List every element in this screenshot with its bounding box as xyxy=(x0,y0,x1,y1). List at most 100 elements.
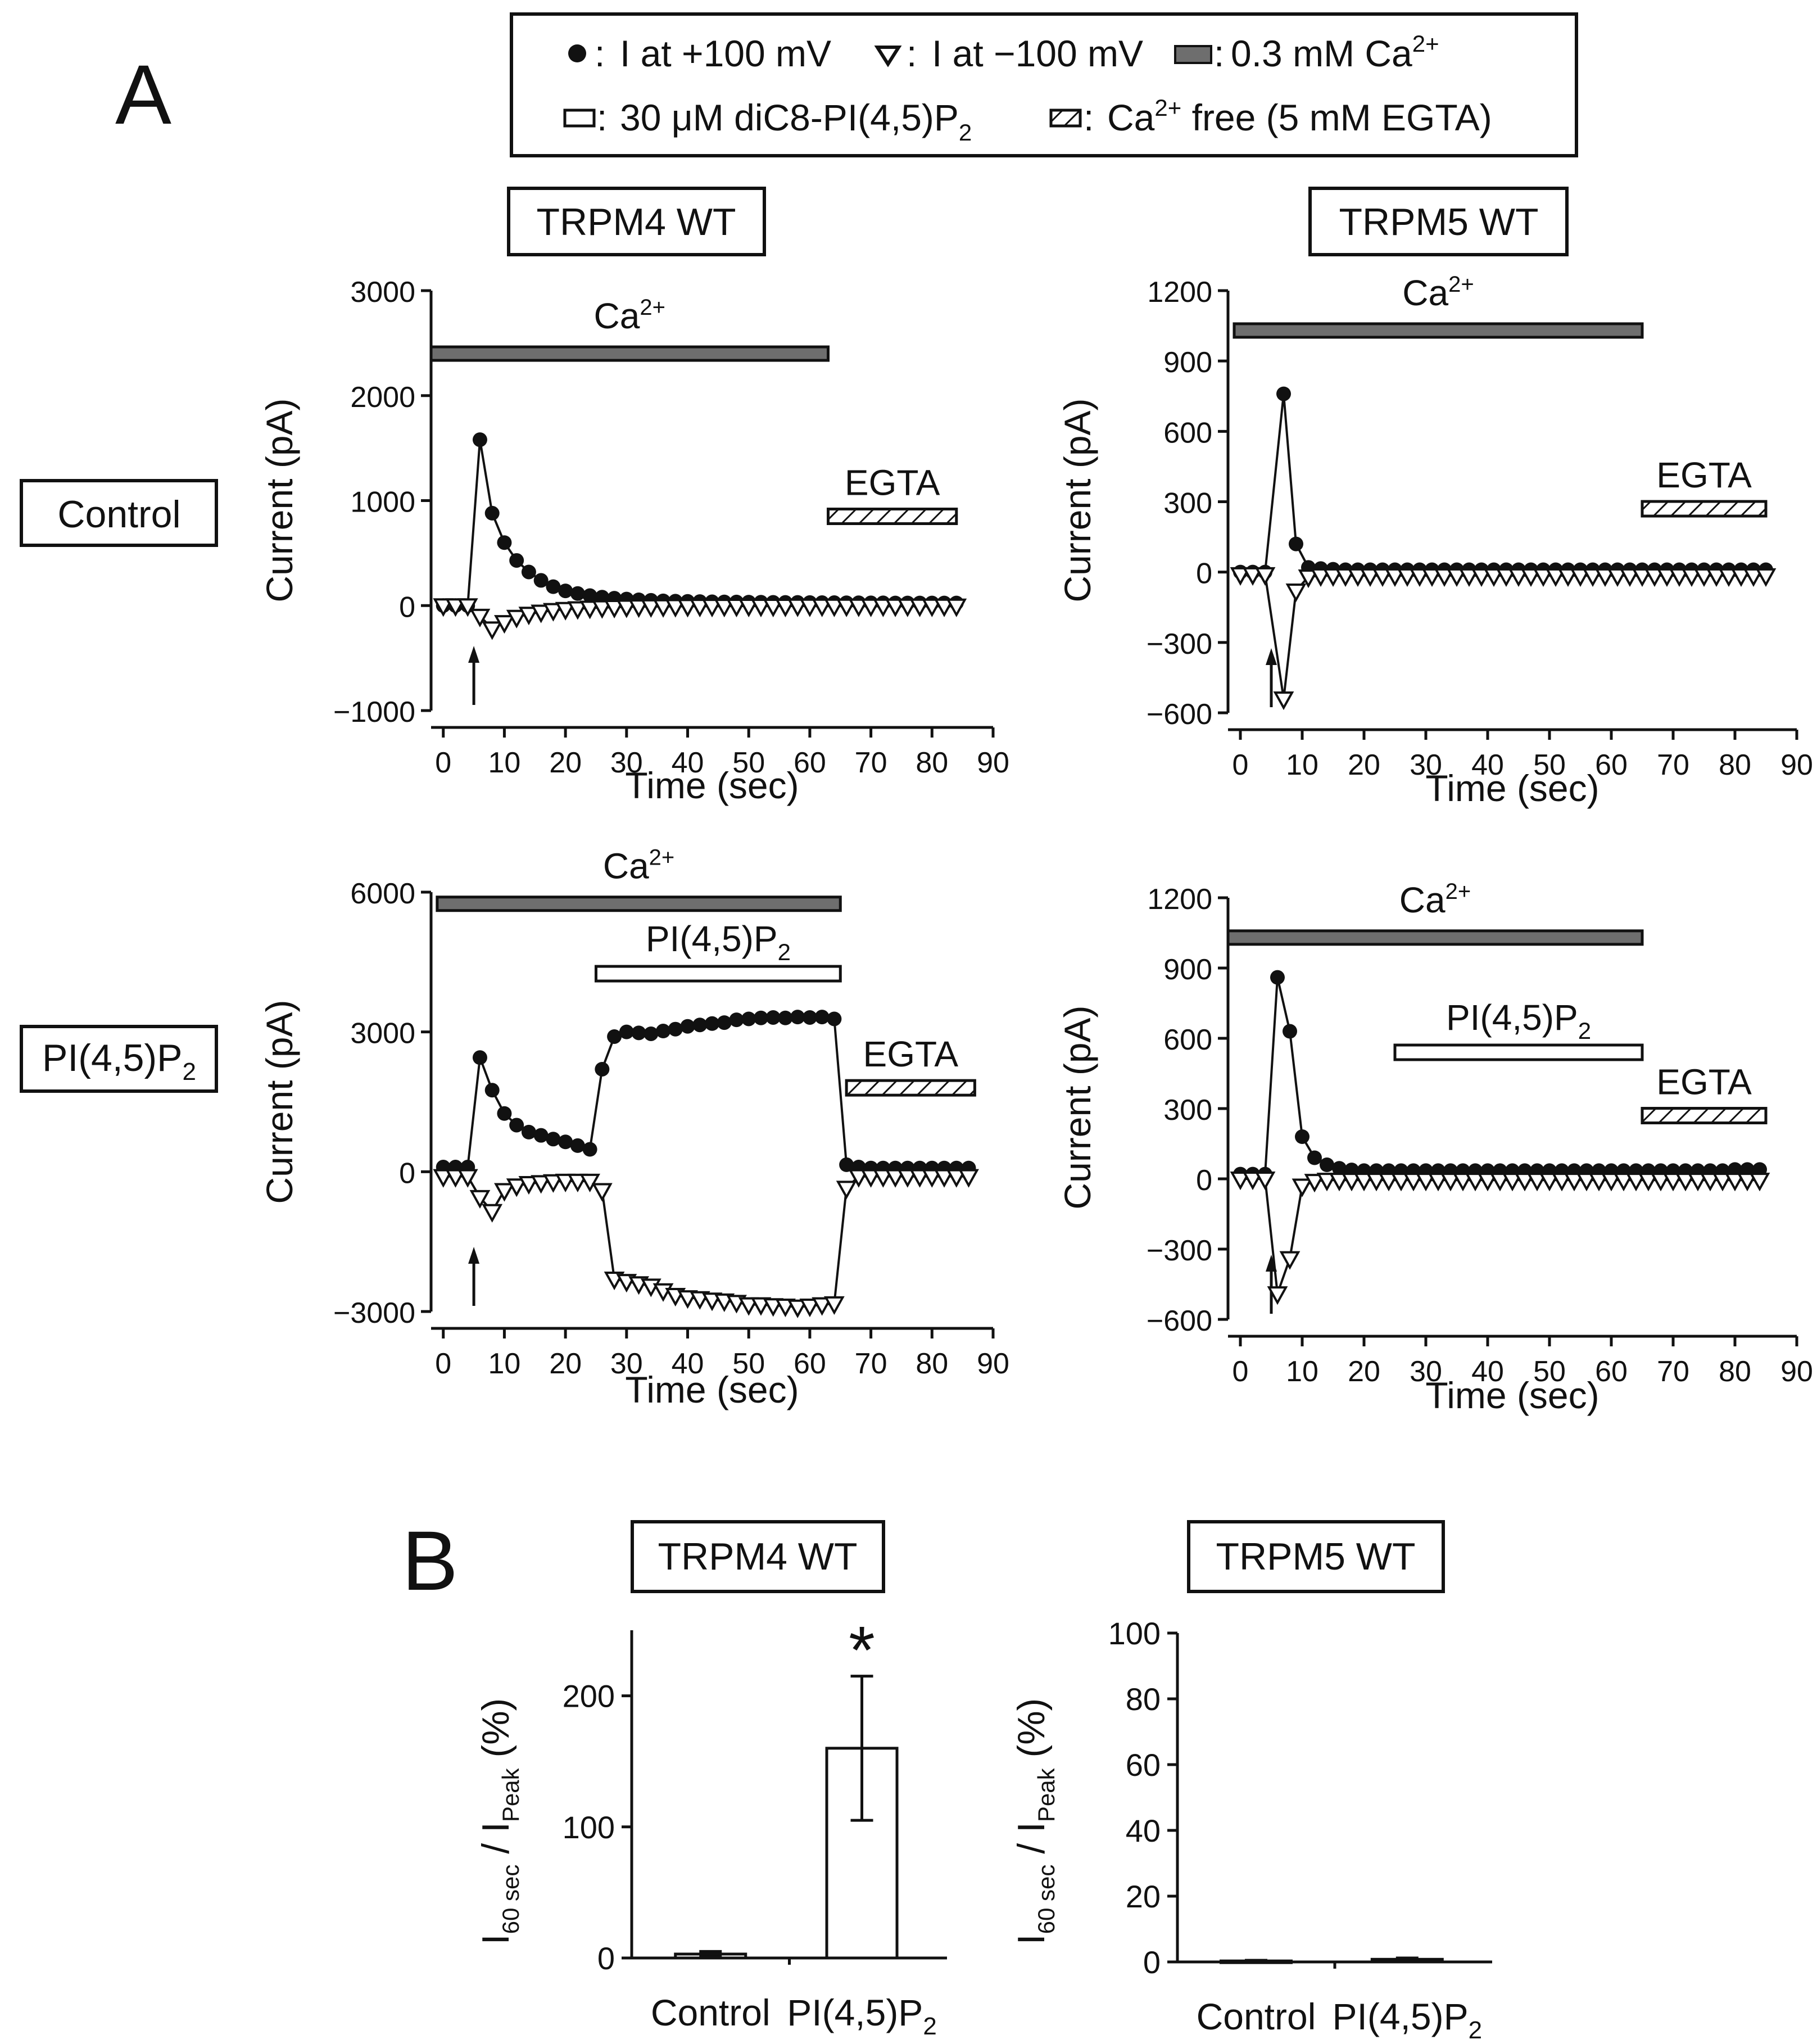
y-tick-label: 300 xyxy=(1163,487,1212,520)
point-minus100 xyxy=(1533,568,1554,587)
x-tick-label: 30 xyxy=(610,1347,643,1380)
x-tick-label: 10 xyxy=(488,747,521,779)
point-minus100 xyxy=(1353,1173,1375,1192)
point-plus100 xyxy=(778,1010,793,1025)
point-plus100 xyxy=(1332,1161,1347,1176)
point-plus100 xyxy=(582,1142,597,1157)
point-minus100 xyxy=(1279,1251,1301,1270)
y-tick-label: 200 xyxy=(563,1679,615,1714)
egta-bar-label: EGTA xyxy=(1656,1062,1752,1102)
x-tick-label: 20 xyxy=(549,747,582,779)
point-minus100 xyxy=(1607,568,1628,587)
b-title-m5: TRPM5 WT xyxy=(1216,1535,1415,1578)
point-minus100 xyxy=(885,598,906,617)
point-minus100 xyxy=(445,598,466,617)
point-minus100 xyxy=(628,599,649,618)
point-plus100 xyxy=(1289,536,1303,551)
point-minus100 xyxy=(1508,568,1529,587)
egta-bar xyxy=(1641,1107,1768,1124)
point-minus100 xyxy=(445,1169,466,1188)
point-minus100 xyxy=(958,1169,979,1188)
x-tick-label: 90 xyxy=(977,1347,1009,1380)
ca-bar-label: Ca2+ xyxy=(603,845,674,887)
point-minus100 xyxy=(799,1299,821,1318)
egta-bar-label: EGTA xyxy=(845,463,940,503)
pip2-bar-label: PI(4,5)P2 xyxy=(646,919,791,965)
point-minus100 xyxy=(542,603,564,622)
point-plus100 xyxy=(1295,1129,1309,1144)
point-plus100 xyxy=(472,432,487,447)
point-minus100 xyxy=(555,1173,576,1193)
point-minus100 xyxy=(1242,567,1263,586)
arrow-head xyxy=(468,646,480,663)
point-plus100 xyxy=(839,1157,854,1172)
y-axis-label: I60 sec / IPeak (%) xyxy=(1010,1698,1059,1945)
point-minus100 xyxy=(1700,1173,1721,1192)
y-tick-label: 100 xyxy=(563,1810,615,1845)
chart-m4-pip2: −3000 0 3000 6000 0 10 20 30 40 50 60 70 80 90 Time (s… xyxy=(259,845,1009,1410)
point-minus100 xyxy=(665,599,686,618)
point-plus100 xyxy=(644,1026,659,1041)
y-tick-label: 0 xyxy=(1196,1164,1212,1197)
point-minus100 xyxy=(1576,1173,1597,1192)
egta-bar-label: EGTA xyxy=(1656,455,1752,495)
y-tick-label: 0 xyxy=(597,1941,615,1976)
point-minus100 xyxy=(457,598,478,617)
point-minus100 xyxy=(494,615,515,634)
y-tick-label: −1000 xyxy=(333,696,415,729)
egta-bar-label: EGTA xyxy=(863,1034,959,1074)
y-tick-label: 60 xyxy=(1126,1747,1161,1783)
row-label-pip2-box: PI(4,5)P2 xyxy=(20,1025,218,1093)
ca-bar-label: Ca2+ xyxy=(1399,879,1471,920)
point-minus100 xyxy=(872,1169,894,1188)
point-minus100 xyxy=(812,1297,833,1316)
point-minus100 xyxy=(1564,1173,1585,1192)
x-tick-label: 80 xyxy=(1719,749,1751,781)
ca-bar-label: Ca2+ xyxy=(1402,272,1474,313)
point-minus100 xyxy=(1421,568,1443,587)
point-plus100 xyxy=(631,1025,646,1041)
legend-sep-2: : xyxy=(907,33,917,74)
point-minus100 xyxy=(506,1178,527,1197)
point-minus100 xyxy=(1687,1173,1709,1192)
point-plus100 xyxy=(753,1010,768,1025)
x-axis-label: Time (sec) xyxy=(625,1369,799,1410)
series-line xyxy=(1240,573,1766,699)
point-plus100 xyxy=(533,1128,549,1143)
point-plus100 xyxy=(729,1012,744,1028)
point-minus100 xyxy=(1619,568,1641,587)
point-minus100 xyxy=(555,602,576,621)
point-minus100 xyxy=(946,598,967,617)
point-minus100 xyxy=(1458,568,1480,587)
point-minus100 xyxy=(457,1169,478,1188)
x-tick-label: 0 xyxy=(1233,749,1249,781)
point-minus100 xyxy=(567,1173,588,1193)
point-minus100 xyxy=(591,1183,613,1202)
point-minus100 xyxy=(946,1169,967,1188)
point-minus100 xyxy=(567,601,588,620)
point-plus100 xyxy=(497,1106,512,1121)
arrow-head xyxy=(468,1247,480,1264)
point-minus100 xyxy=(1638,1173,1659,1192)
point-plus100 xyxy=(570,1138,585,1153)
y-tick-label: 6000 xyxy=(350,878,415,910)
x-tick-label: 50 xyxy=(1533,1355,1566,1388)
point-minus100 xyxy=(1254,567,1276,586)
point-minus100 xyxy=(848,598,869,617)
point-minus100 xyxy=(433,598,454,617)
egta-bar xyxy=(1641,500,1768,518)
point-minus100 xyxy=(1366,1173,1387,1192)
point-minus100 xyxy=(469,608,491,628)
point-minus100 xyxy=(591,600,613,619)
point-minus100 xyxy=(1298,569,1319,589)
chart-b-m4: 0 100 200 * Control PI(4,5)P2 I60 sec / IPeak … xyxy=(474,1613,947,2040)
y-axis-label: Current (pA) xyxy=(1057,1005,1098,1209)
x-axis-label: Time (sec) xyxy=(1425,1374,1599,1416)
x-tick-label: 70 xyxy=(1657,1355,1689,1388)
x-tick-label: 10 xyxy=(1286,749,1318,781)
point-plus100 xyxy=(814,1010,830,1025)
x-category-control: Control xyxy=(651,1992,771,2033)
point-minus100 xyxy=(1730,568,1752,587)
point-minus100 xyxy=(823,598,845,617)
